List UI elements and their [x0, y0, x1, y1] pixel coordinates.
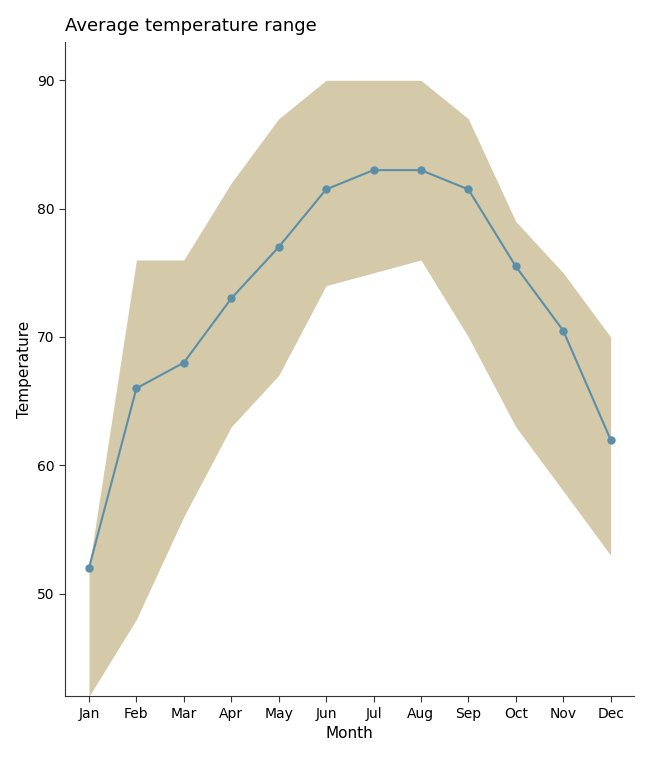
Text: Average temperature range: Average temperature range — [65, 17, 317, 35]
X-axis label: Month: Month — [326, 726, 374, 741]
Y-axis label: Temperature: Temperature — [17, 321, 32, 418]
